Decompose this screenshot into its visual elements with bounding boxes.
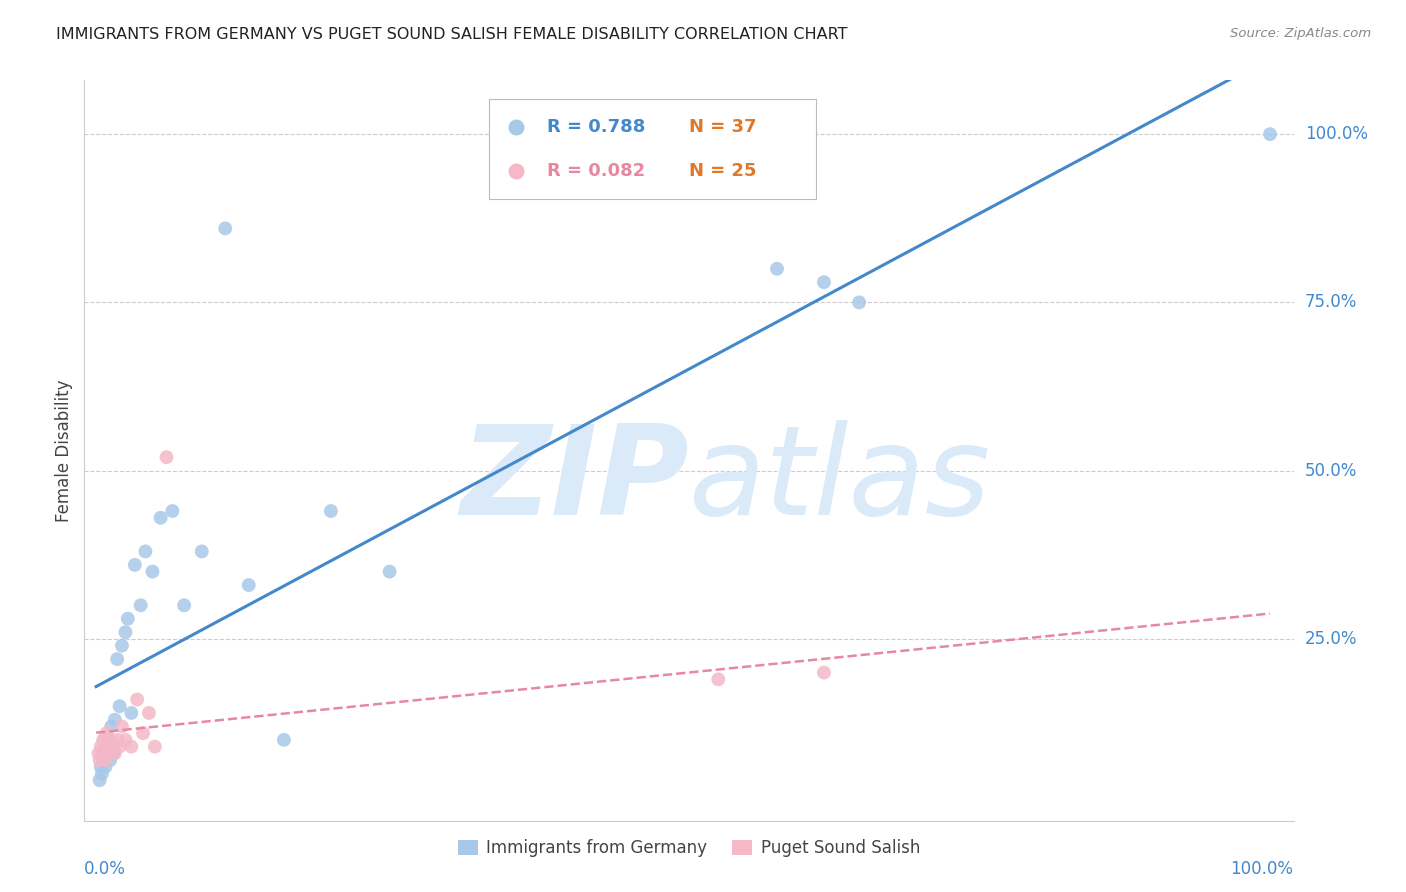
Point — [134, 544, 156, 558]
Point — [319, 504, 342, 518]
Point — [114, 732, 136, 747]
Point — [91, 753, 114, 767]
Point — [149, 510, 172, 524]
Text: 50.0%: 50.0% — [1305, 462, 1357, 480]
Point — [98, 732, 121, 747]
Point — [127, 692, 149, 706]
Point — [103, 747, 125, 761]
Point — [105, 732, 128, 747]
Point — [100, 719, 122, 733]
Point — [238, 578, 260, 592]
Text: 25.0%: 25.0% — [1305, 630, 1357, 648]
Text: N = 25: N = 25 — [689, 162, 756, 180]
Point — [120, 739, 142, 754]
Point — [91, 766, 114, 780]
Point — [503, 169, 526, 184]
Point — [214, 221, 236, 235]
Point — [97, 747, 120, 761]
Point — [143, 739, 166, 754]
Point — [94, 732, 117, 747]
Point — [101, 739, 124, 754]
Point — [98, 732, 121, 747]
Point — [93, 747, 115, 761]
Point — [173, 599, 195, 613]
Point — [120, 706, 142, 720]
Point — [105, 652, 128, 666]
Point — [104, 747, 127, 761]
Point — [101, 739, 124, 754]
Point — [91, 747, 114, 761]
Point — [707, 673, 730, 687]
Point — [96, 739, 118, 754]
Point — [111, 719, 134, 733]
Point — [766, 261, 789, 276]
Text: ZIP: ZIP — [460, 419, 689, 541]
Point — [89, 773, 111, 788]
Point — [124, 558, 146, 572]
Point — [117, 612, 139, 626]
Point — [90, 760, 112, 774]
Point — [155, 450, 177, 465]
Point — [104, 713, 127, 727]
Point — [108, 699, 131, 714]
FancyBboxPatch shape — [489, 99, 815, 199]
Text: 75.0%: 75.0% — [1305, 293, 1357, 311]
Text: R = 0.788: R = 0.788 — [547, 118, 645, 136]
Point — [94, 753, 117, 767]
Point — [138, 706, 160, 720]
Point — [98, 753, 121, 767]
Point — [141, 565, 163, 579]
Point — [132, 726, 155, 740]
Text: Source: ZipAtlas.com: Source: ZipAtlas.com — [1230, 27, 1371, 40]
Text: 100.0%: 100.0% — [1305, 125, 1368, 143]
Text: R = 0.082: R = 0.082 — [547, 162, 645, 180]
Point — [129, 599, 152, 613]
Point — [94, 760, 117, 774]
Point — [848, 295, 870, 310]
Text: 100.0%: 100.0% — [1230, 860, 1294, 878]
Point — [90, 739, 112, 754]
Point — [89, 753, 111, 767]
Point — [190, 544, 212, 558]
Point — [503, 210, 526, 224]
Point — [1258, 127, 1281, 141]
Point — [97, 747, 120, 761]
Text: atlas: atlas — [689, 419, 991, 541]
Y-axis label: Female Disability: Female Disability — [55, 379, 73, 522]
Point — [108, 739, 131, 754]
Point — [91, 732, 114, 747]
Point — [813, 275, 835, 289]
Point — [162, 504, 184, 518]
Point — [93, 739, 115, 754]
Text: N = 37: N = 37 — [689, 118, 756, 136]
Point — [813, 665, 835, 680]
Point — [87, 747, 110, 761]
Legend: Immigrants from Germany, Puget Sound Salish: Immigrants from Germany, Puget Sound Sal… — [451, 833, 927, 864]
Point — [111, 639, 134, 653]
Text: IMMIGRANTS FROM GERMANY VS PUGET SOUND SALISH FEMALE DISABILITY CORRELATION CHAR: IMMIGRANTS FROM GERMANY VS PUGET SOUND S… — [56, 27, 848, 42]
Point — [273, 732, 295, 747]
Text: 0.0%: 0.0% — [84, 860, 127, 878]
Point — [96, 726, 118, 740]
Point — [378, 565, 401, 579]
Point — [114, 625, 136, 640]
